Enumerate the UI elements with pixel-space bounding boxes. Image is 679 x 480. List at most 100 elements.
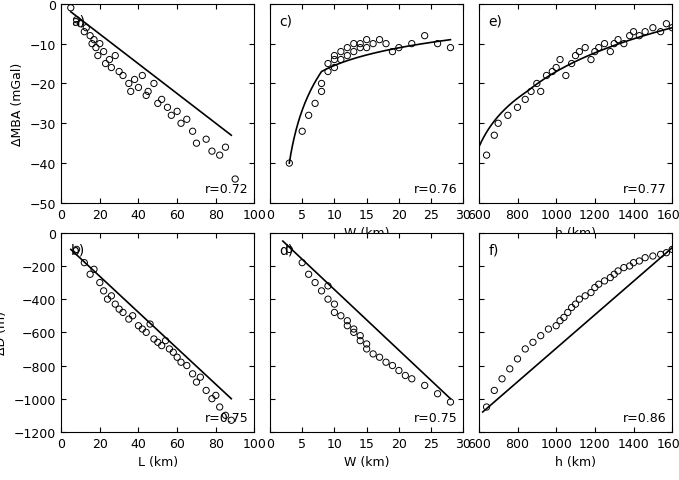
Point <box>532 81 543 88</box>
Point <box>85 33 96 40</box>
Point <box>551 64 562 72</box>
Point <box>85 271 96 278</box>
Point <box>102 296 113 303</box>
Point <box>367 41 378 48</box>
Point <box>71 246 82 254</box>
Point <box>335 312 346 320</box>
Point <box>75 21 86 28</box>
Point <box>141 329 151 336</box>
Point <box>619 41 629 48</box>
Point <box>355 41 366 48</box>
Point <box>323 282 333 290</box>
Point <box>137 325 148 333</box>
Point <box>156 96 167 104</box>
Point <box>387 362 398 370</box>
Point <box>580 292 591 300</box>
Point <box>361 37 372 45</box>
Point <box>619 264 629 272</box>
Point <box>127 312 138 320</box>
Point <box>323 296 333 303</box>
Point <box>168 348 179 356</box>
Point <box>297 259 308 267</box>
X-axis label: W (km): W (km) <box>344 456 390 468</box>
Point <box>113 306 124 313</box>
Point <box>65 5 76 12</box>
Point <box>585 57 596 64</box>
Point <box>528 339 538 347</box>
Point <box>566 304 577 312</box>
Point <box>661 249 672 257</box>
Point <box>559 314 570 322</box>
Point <box>432 390 443 398</box>
Point <box>624 33 635 40</box>
Point <box>149 336 160 343</box>
Point <box>628 259 639 267</box>
Point <box>655 29 666 36</box>
Point <box>432 41 443 48</box>
Point <box>481 152 492 160</box>
Point <box>489 132 500 140</box>
Point <box>355 337 366 345</box>
Point <box>124 315 134 323</box>
Point <box>547 69 557 76</box>
Point <box>210 392 221 399</box>
Point <box>79 29 90 36</box>
Point <box>133 322 144 330</box>
Point <box>145 321 155 328</box>
Point <box>284 246 295 254</box>
Point <box>520 346 531 353</box>
Point <box>504 365 515 373</box>
Point <box>181 116 192 124</box>
Point <box>329 309 340 317</box>
Point <box>124 81 134 88</box>
Point <box>220 144 231 152</box>
Point <box>98 48 109 56</box>
Point <box>98 288 109 295</box>
Point <box>560 72 571 80</box>
Point <box>310 279 320 287</box>
Point <box>206 395 217 403</box>
Point <box>566 60 577 68</box>
Point <box>400 372 411 380</box>
Point <box>160 337 171 345</box>
Point <box>156 342 167 350</box>
Point <box>106 292 117 300</box>
Point <box>406 41 417 48</box>
Point <box>609 271 620 278</box>
Point <box>393 367 404 374</box>
Point <box>589 48 600 56</box>
Text: r=0.75: r=0.75 <box>414 411 458 424</box>
Point <box>117 309 128 317</box>
Point <box>593 281 604 288</box>
Point <box>640 29 650 36</box>
Point <box>220 412 231 420</box>
Point <box>215 403 225 411</box>
Point <box>187 128 198 136</box>
Point <box>191 379 202 386</box>
Point <box>589 284 600 292</box>
Point <box>445 45 456 52</box>
Point <box>526 88 536 96</box>
Point <box>489 387 500 395</box>
Point <box>342 45 353 52</box>
Point <box>361 346 372 353</box>
Point <box>335 57 346 64</box>
Point <box>419 33 430 40</box>
Point <box>512 355 523 363</box>
Point <box>634 258 645 265</box>
Point <box>201 387 212 395</box>
Point <box>348 41 359 48</box>
Text: r=0.75: r=0.75 <box>205 411 249 424</box>
Point <box>445 398 456 406</box>
Point <box>323 69 333 76</box>
Point <box>609 41 620 48</box>
Point <box>81 25 92 33</box>
Point <box>187 370 198 378</box>
Point <box>100 60 111 68</box>
Point <box>117 72 128 80</box>
Text: e): e) <box>488 15 502 29</box>
Point <box>574 296 585 303</box>
Point <box>593 45 604 52</box>
Point <box>380 41 391 48</box>
Point <box>141 92 151 100</box>
